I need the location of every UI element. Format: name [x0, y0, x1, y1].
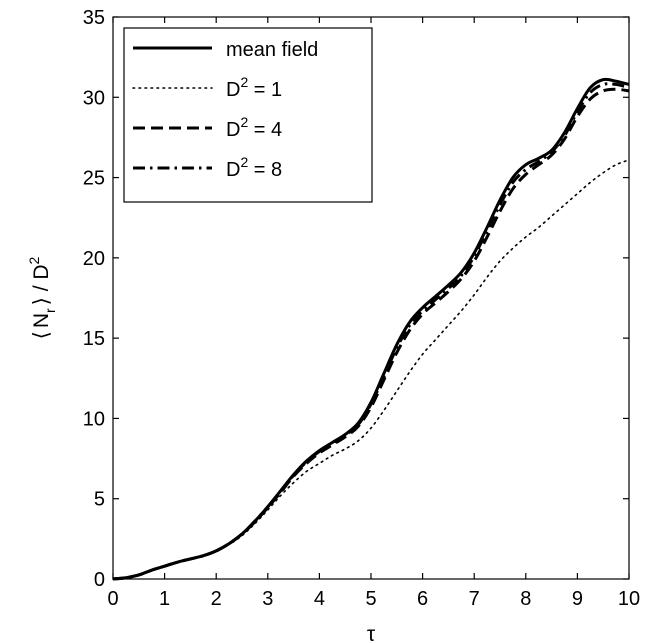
y-axis-label-base: N [30, 313, 53, 328]
legend-label-superscript: 2 [240, 154, 248, 170]
y-tick-label: 20 [83, 248, 105, 270]
x-tick-label: 6 [417, 588, 428, 610]
y-tick-label: 10 [83, 408, 105, 430]
y-axis-label-subscript: r [42, 308, 58, 313]
x-tick-label: 2 [211, 588, 222, 610]
legend-label-rest: = 1 [248, 79, 282, 101]
legend-label-rest: = 4 [248, 119, 282, 141]
legend-label-superscript: 2 [240, 114, 248, 130]
y-tick-label: 0 [94, 569, 105, 591]
x-tick-label: 8 [520, 588, 531, 610]
series-line-3 [112, 82, 630, 581]
y-tick-label: 25 [83, 168, 105, 190]
legend-label-1: D2 = 1 [226, 74, 282, 101]
legend-label-0: mean field [226, 39, 318, 61]
series-line-1 [112, 159, 630, 580]
y-tick-label: 35 [83, 7, 105, 29]
series-layer [112, 77, 630, 581]
x-tick-label: 4 [314, 588, 325, 610]
y-axis-label: ⟨ Nr ⟩ / D2 [26, 256, 58, 339]
y-axis-label-left-bracket: ⟨ [30, 331, 53, 339]
legend-label-superscript: 2 [240, 74, 248, 90]
y-axis-label-right-bracket: ⟩ [30, 297, 53, 305]
x-tick-label: 1 [159, 588, 170, 610]
legend-label-base: D [226, 119, 240, 141]
y-axis-ticks: 0 5 10 15 20 25 30 35 [83, 7, 629, 591]
legend-label-2: D2 = 4 [226, 114, 282, 141]
x-tick-label: 7 [469, 588, 480, 610]
y-axis-label-superscript: 2 [26, 256, 42, 264]
x-tick-label: 9 [572, 588, 583, 610]
y-tick-label: 15 [83, 328, 105, 350]
legend-label-rest: = 8 [248, 159, 282, 181]
x-axis-label: τ [367, 623, 376, 643]
y-tick-label: 5 [94, 489, 105, 511]
x-tick-label: 5 [365, 588, 376, 610]
legend-label-base: D [226, 159, 240, 181]
x-axis-ticks: 0 1 2 3 4 5 6 7 8 9 10 [107, 17, 640, 610]
x-tick-label: 10 [618, 588, 640, 610]
y-tick-label: 30 [83, 87, 105, 109]
legend-label-base: mean field [226, 39, 318, 61]
legend-label-base: D [226, 79, 240, 101]
y-axis-label-rest: / D [30, 264, 53, 297]
x-tick-label: 0 [107, 588, 118, 610]
legend-box [123, 27, 373, 203]
x-tick-label: 3 [262, 588, 273, 610]
legend-label-3: D2 = 8 [226, 154, 282, 181]
